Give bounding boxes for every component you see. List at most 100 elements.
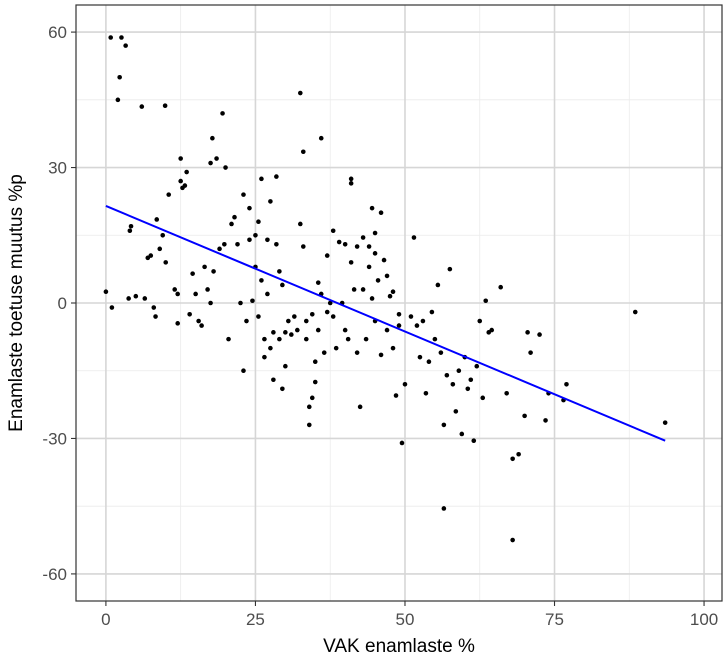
data-point	[459, 431, 465, 437]
data-point	[384, 327, 390, 333]
data-point	[265, 237, 270, 243]
data-point	[525, 330, 530, 335]
data-point	[330, 228, 336, 234]
data-point	[423, 391, 429, 396]
data-point	[151, 305, 157, 310]
data-point	[289, 332, 294, 337]
data-point	[220, 111, 225, 116]
x-axis-ticks: 0 25 50 75 100	[101, 601, 718, 629]
data-point	[210, 135, 215, 141]
data-point	[271, 330, 276, 335]
data-point	[510, 537, 515, 543]
data-point	[300, 244, 306, 249]
data-point	[157, 246, 163, 252]
data-point	[235, 242, 240, 247]
data-point	[202, 264, 207, 270]
data-point	[160, 232, 166, 238]
data-point	[384, 273, 390, 279]
data-point	[348, 176, 354, 182]
data-point	[211, 269, 216, 274]
data-point	[271, 377, 276, 383]
data-point	[283, 330, 288, 335]
data-point	[399, 440, 405, 446]
data-point	[315, 327, 321, 333]
data-point	[126, 296, 131, 301]
data-point	[372, 251, 378, 256]
data-point	[277, 336, 282, 342]
data-point	[103, 289, 109, 295]
data-point	[354, 350, 360, 355]
major-gridlines	[76, 5, 722, 601]
data-point	[222, 242, 227, 247]
data-point	[139, 104, 145, 109]
data-point	[447, 266, 453, 272]
data-point	[477, 318, 483, 324]
data-point	[390, 289, 396, 295]
y-axis-title: Enamlaste toetuse muutus %p	[6, 174, 27, 432]
data-point	[354, 244, 360, 249]
data-point	[420, 318, 426, 324]
data-point	[286, 318, 291, 324]
y-tick-label: 60	[48, 23, 67, 42]
data-point	[360, 235, 366, 240]
data-point	[217, 246, 222, 252]
data-point	[244, 318, 249, 324]
data-point	[166, 192, 172, 197]
data-point	[474, 363, 480, 369]
data-point	[456, 368, 462, 374]
data-point	[468, 377, 474, 383]
x-axis-title: VAK enamlaste %	[323, 636, 475, 657]
data-point	[312, 379, 318, 385]
data-point	[429, 309, 435, 315]
data-point	[498, 284, 503, 290]
data-point	[378, 210, 384, 215]
data-point	[175, 291, 180, 297]
data-point	[321, 350, 327, 355]
data-point	[411, 235, 417, 240]
data-point	[366, 244, 372, 249]
data-point	[303, 318, 309, 324]
data-point	[662, 420, 668, 425]
data-point	[133, 293, 139, 299]
data-point	[480, 395, 486, 401]
data-point	[208, 300, 213, 306]
data-point	[187, 311, 192, 317]
data-point	[426, 359, 432, 364]
data-point	[298, 221, 303, 227]
data-point	[324, 253, 330, 258]
data-point	[119, 35, 124, 40]
data-point	[417, 354, 423, 360]
data-point	[250, 298, 255, 304]
data-point	[402, 381, 408, 387]
data-point	[274, 242, 279, 247]
x-tick-label: 100	[690, 610, 718, 629]
data-point	[504, 391, 509, 396]
data-point	[214, 156, 219, 161]
data-point	[298, 90, 303, 96]
data-point	[178, 156, 183, 161]
data-point	[265, 291, 270, 297]
data-point	[453, 409, 459, 414]
data-point	[300, 149, 306, 155]
data-point	[327, 300, 333, 306]
data-point	[528, 350, 533, 355]
data-point	[115, 97, 121, 103]
data-point	[315, 280, 321, 285]
data-point	[318, 135, 324, 141]
data-point	[396, 311, 402, 317]
y-axis-ticks: 60 30 0 -30 -60	[42, 23, 76, 584]
data-point	[309, 311, 315, 317]
data-point	[363, 336, 369, 342]
data-point	[241, 368, 246, 374]
data-point	[348, 181, 354, 186]
data-point	[537, 332, 542, 337]
data-point	[153, 314, 158, 319]
data-point	[108, 35, 113, 40]
data-point	[510, 456, 515, 462]
data-point	[438, 350, 444, 355]
data-point	[360, 287, 366, 292]
data-point	[336, 239, 342, 245]
data-point	[348, 260, 354, 265]
data-point	[564, 381, 569, 387]
